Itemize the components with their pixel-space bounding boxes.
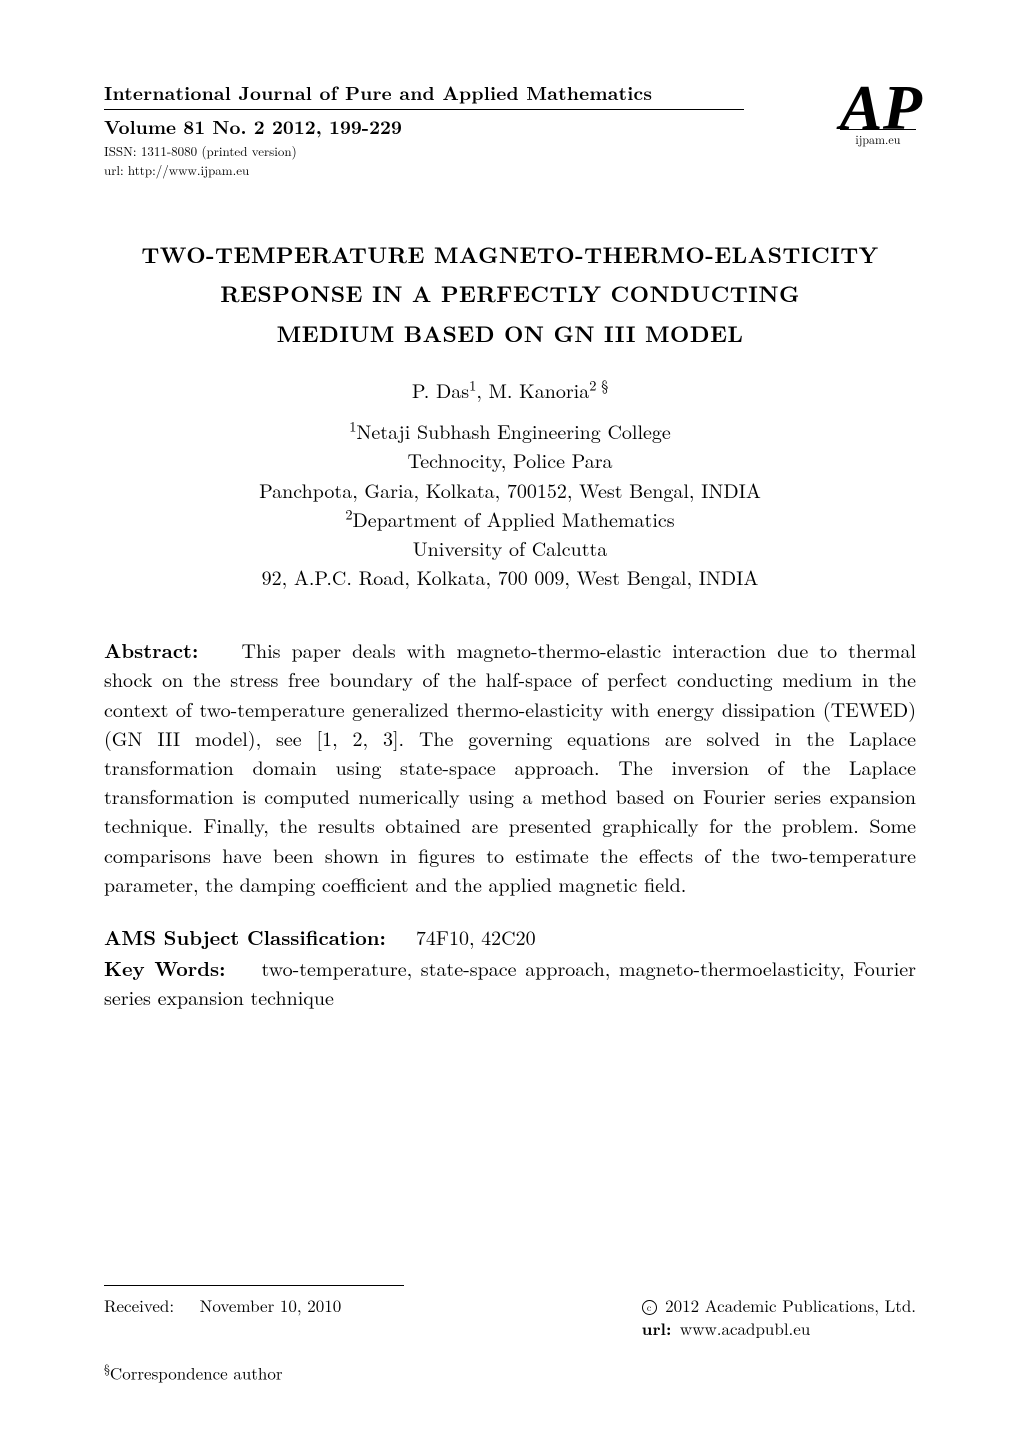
copyright-icon: c (642, 1300, 657, 1315)
footer: Received: November 10, 2010 c 2012 Acade… (104, 1285, 916, 1385)
logo-glyph: A P (840, 86, 916, 131)
affiliations: 1Netaji Subhash Engineering College Tech… (104, 416, 916, 591)
affil-2-line-3: 92, A.P.C. Road, Kolkata, 700 009, West … (262, 562, 759, 591)
authors: P. Das1, M. Kanoria2 § (104, 375, 916, 404)
journal-name: International Journal of Pure and Applie… (104, 78, 916, 106)
correspondence: §Correspondence author (104, 1359, 916, 1385)
copyright-block: c 2012 Academic Publications, Ltd. url: … (642, 1294, 916, 1341)
abstract-label: Abstract: (104, 635, 198, 664)
affil-2-line-2: University of Calcutta (413, 533, 608, 562)
volume-line: Volume 81 No. 2 2012, 199-229 (104, 112, 916, 140)
correspondence-text: Correspondence author (110, 1361, 283, 1385)
title-line-1: TWO-TEMPERATURE MAGNETO-THERMO-ELASTICIT… (141, 238, 878, 270)
author-2-sup: 2 § (589, 375, 608, 395)
affil-1-line-2: Technocity, Police Para (407, 445, 612, 474)
received-label: Received: (104, 1293, 174, 1317)
keywords: Key Words: two-temperature, state-space … (104, 953, 916, 1011)
copyright-text: 2012 Academic Publications, Ltd. (665, 1293, 916, 1317)
title-line-2: RESPONSE IN A PERFECTLY CONDUCTING (220, 277, 800, 309)
keywords-text: two-temperature, state-space approach, m… (104, 953, 916, 1011)
ams-label: AMS Subject Classification: (104, 922, 386, 951)
title-line-3: MEDIUM BASED ON GN III MODEL (277, 317, 744, 349)
affil-1-line-1: Netaji Subhash Engineering College (356, 416, 670, 445)
ams-codes: 74F10, 42C20 (416, 922, 536, 951)
author-2: M. Kanoria (489, 375, 590, 404)
author-1: P. Das (412, 375, 469, 404)
issn-line: ISSN: 1311-8080 (printed version) (104, 141, 916, 160)
header-rule (104, 109, 744, 110)
publisher-url-label: url: (642, 1317, 672, 1341)
ams-classification: AMS Subject Classification: 74F10, 42C20 (104, 922, 916, 951)
publisher-url: www.acadpubl.eu (680, 1316, 810, 1340)
journal-url: url: http://www.ijpam.eu (104, 160, 916, 179)
received-block: Received: November 10, 2010 (104, 1294, 341, 1341)
affil-2-sup: 2 (345, 504, 352, 524)
abstract: Abstract: This paper deals with magneto-… (104, 635, 916, 898)
keywords-label: Key Words: (104, 953, 225, 982)
footer-rule (104, 1285, 404, 1286)
journal-header: International Journal of Pure and Applie… (104, 78, 916, 179)
affil-1-line-3: Panchpota, Garia, Kolkata, 700152, West … (259, 475, 761, 504)
author-sep: , (476, 375, 488, 404)
journal-logo: A P ijpam.eu (840, 86, 916, 148)
received-date: November 10, 2010 (200, 1293, 342, 1317)
affil-2-line-1: Department of Applied Mathematics (353, 504, 675, 533)
paper-title: TWO-TEMPERATURE MAGNETO-THERMO-ELASTICIT… (104, 235, 916, 353)
abstract-text: This paper deals with magneto-thermo-ela… (104, 635, 916, 898)
